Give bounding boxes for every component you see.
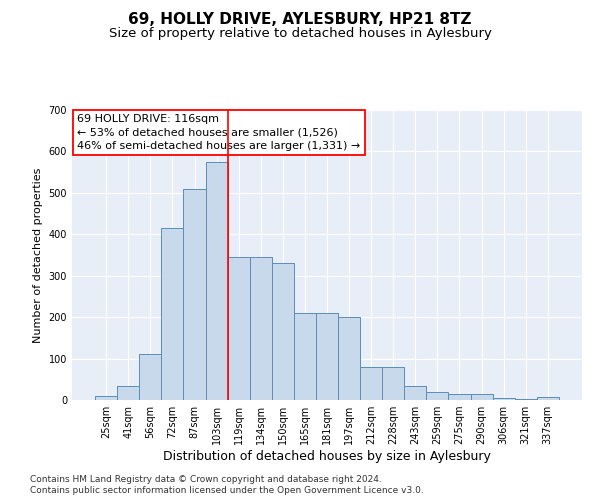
Bar (360, 367, 382, 400)
Text: Size of property relative to detached houses in Aylesbury: Size of property relative to detached ho… (109, 28, 491, 40)
Bar (184, 188, 206, 400)
Bar (404, 386, 427, 400)
Bar (470, 394, 493, 400)
Bar (448, 394, 470, 400)
Bar (206, 162, 227, 400)
Bar (272, 264, 294, 400)
Bar (161, 228, 184, 400)
Bar (515, 399, 537, 400)
X-axis label: Distribution of detached houses by size in Aylesbury: Distribution of detached houses by size … (163, 450, 491, 463)
Bar (537, 396, 559, 400)
Bar (427, 392, 448, 400)
Text: 69 HOLLY DRIVE: 116sqm
← 53% of detached houses are smaller (1,526)
46% of semi-: 69 HOLLY DRIVE: 116sqm ← 53% of detached… (77, 114, 361, 151)
Bar (338, 317, 360, 400)
Text: Contains HM Land Registry data © Crown copyright and database right 2024.: Contains HM Land Registry data © Crown c… (30, 475, 382, 484)
Y-axis label: Number of detached properties: Number of detached properties (33, 168, 43, 342)
Bar (227, 257, 250, 400)
Bar (493, 398, 515, 400)
Text: 69, HOLLY DRIVE, AYLESBURY, HP21 8TZ: 69, HOLLY DRIVE, AYLESBURY, HP21 8TZ (128, 12, 472, 28)
Bar (117, 386, 139, 400)
Text: Contains public sector information licensed under the Open Government Licence v3: Contains public sector information licen… (30, 486, 424, 495)
Bar (139, 354, 161, 400)
Bar (250, 257, 272, 400)
Bar (95, 396, 117, 400)
Bar (316, 313, 338, 400)
Bar (382, 367, 404, 400)
Bar (294, 313, 316, 400)
